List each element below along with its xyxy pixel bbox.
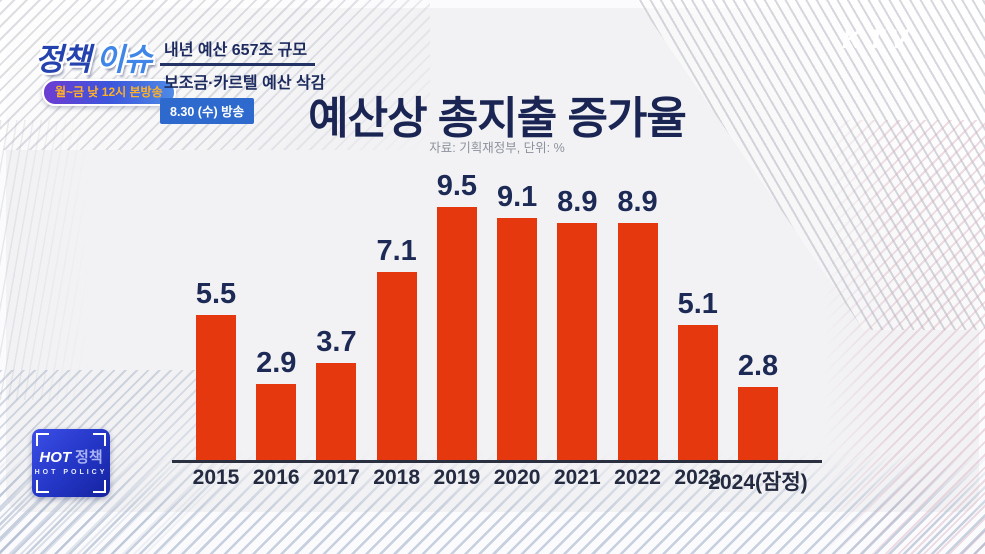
program-logo-part2: 이슈 xyxy=(96,42,152,77)
year-label: 2024(잠정) xyxy=(708,471,808,494)
bar-value-label: 7.1 xyxy=(376,235,417,267)
bar-column: 5.5 xyxy=(196,164,236,462)
bar-column: 9.5 xyxy=(437,164,477,462)
bar-rect xyxy=(196,315,236,462)
bar-value-label: 5.1 xyxy=(677,288,718,320)
bar-rect xyxy=(557,223,598,462)
x-axis-line xyxy=(172,460,822,463)
year-label: 2020 xyxy=(493,466,541,489)
year-cell: 2017 xyxy=(313,466,360,496)
year-cell: 2023 xyxy=(674,466,721,496)
badge-corner-icon xyxy=(36,480,49,493)
broadcast-date-badge: 8.30 (수) 방송 xyxy=(160,98,255,124)
badge-corner-icon xyxy=(93,433,106,446)
episode-info: 내년 예산 657조 규모 보조금·카르텔 예산 삭감 8.30 (수) 방송 xyxy=(160,36,325,124)
bar-column: 8.9 xyxy=(557,164,597,462)
episode-topic-line2: 보조금·카르텔 예산 삭감 xyxy=(164,75,326,92)
bar-value-label: 8.9 xyxy=(557,186,598,218)
badge-corner-icon xyxy=(93,480,106,493)
bar-rect xyxy=(617,223,658,462)
station-logo: KTV xyxy=(842,24,914,54)
year-cell: 2020 xyxy=(494,466,541,496)
bar-value-label: 8.9 xyxy=(617,186,658,218)
bar-value-label: 5.5 xyxy=(195,278,237,310)
bar-value-label: 9.5 xyxy=(436,170,478,202)
year-cell: 2021 xyxy=(554,466,601,496)
bar-value-label: 2.8 xyxy=(737,350,779,382)
bar-value-label: 3.7 xyxy=(316,326,357,358)
badge-corner-icon xyxy=(36,433,49,446)
year-cell: 2024(잠정) xyxy=(708,466,807,496)
bar-rect xyxy=(436,207,477,462)
bar-rect xyxy=(737,387,778,462)
hot-badge-en: HOT xyxy=(39,449,72,466)
year-label: 2018 xyxy=(373,466,421,489)
year-label: 2017 xyxy=(313,466,360,489)
year-label: 2019 xyxy=(433,466,481,489)
hot-policy-badge: HOT 정책 HOT POLICY xyxy=(32,429,110,497)
hot-badge-kr: 정책 xyxy=(75,449,103,466)
bar-column: 5.1 xyxy=(678,164,718,462)
episode-topic-line1: 내년 예산 657조 규모 xyxy=(160,36,316,66)
chart-title: 예산상 총지출 증가율 xyxy=(308,94,687,143)
bar-value-label: 9.1 xyxy=(496,181,538,213)
year-label: 2022 xyxy=(614,466,661,489)
year-cell: 2015 xyxy=(193,466,240,496)
bar-value-label: 2.9 xyxy=(256,347,297,379)
bar-rect xyxy=(677,325,718,462)
bar-rect xyxy=(316,363,357,462)
year-label: 2023 xyxy=(674,466,722,489)
bar-column: 3.7 xyxy=(316,164,357,462)
schedule-pill: 월~금 낮 12시 본방송 xyxy=(42,79,176,106)
x-axis-labels: 2015 2016 2017 2018 2019 2020 2021 2022 2023 2024… xyxy=(193,466,808,496)
bar-column: 7.1 xyxy=(377,164,417,462)
bar-chart: 5.5 2.9 3.7 7.1 9.5 9.1 8.9 8.9 5.1 2.8 xyxy=(196,164,778,462)
bar-column: 2.8 xyxy=(738,164,778,462)
bar-rect xyxy=(376,272,417,462)
year-label: 2015 xyxy=(192,466,240,489)
bar-rect xyxy=(497,218,538,462)
bar-column: 9.1 xyxy=(497,164,537,462)
program-logo: 정책 이슈 xyxy=(35,34,152,79)
chart-subtitle: 자료: 기획재정부, 단위: % xyxy=(429,141,565,155)
year-cell: 2016 xyxy=(253,466,300,496)
hot-badge-line2: HOT POLICY xyxy=(34,469,108,476)
hot-badge-line1: HOT 정책 xyxy=(39,450,102,465)
year-cell: 2018 xyxy=(373,466,420,496)
bar-rect xyxy=(256,384,297,462)
bar-column: 8.9 xyxy=(617,164,658,462)
year-label: 2016 xyxy=(252,466,300,489)
year-label: 2021 xyxy=(553,466,601,489)
year-cell: 2019 xyxy=(434,466,481,496)
program-logo-part1: 정책 xyxy=(35,42,91,77)
bar-column: 2.9 xyxy=(256,164,296,462)
year-cell: 2022 xyxy=(614,466,661,496)
